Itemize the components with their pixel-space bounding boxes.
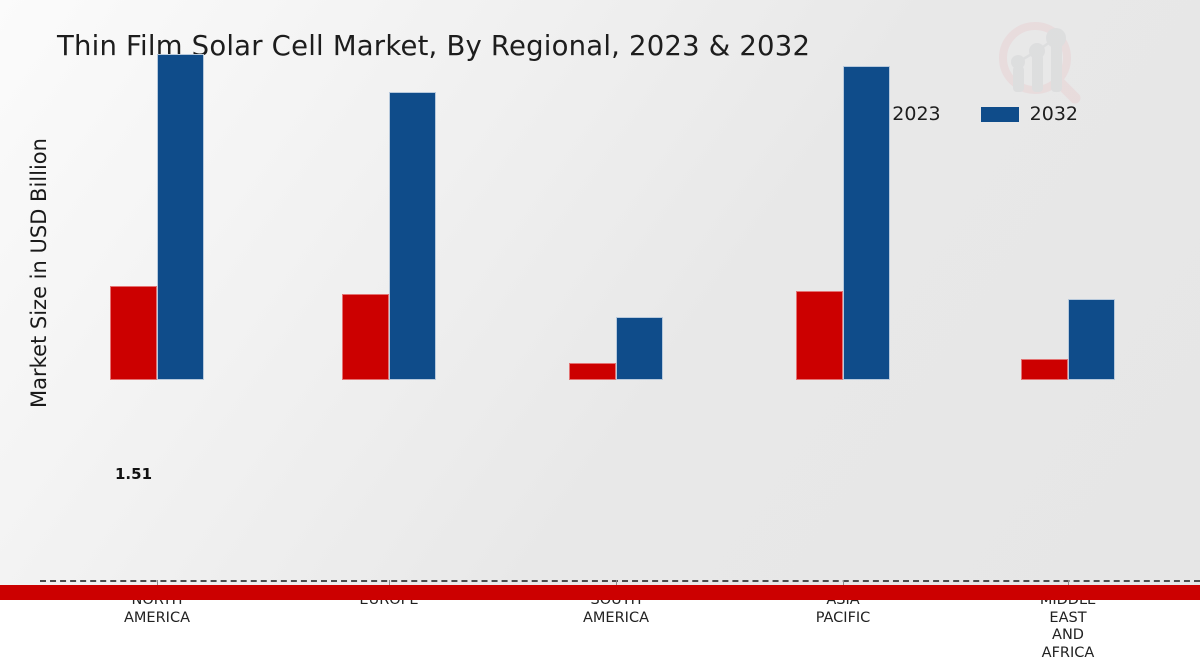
legend-label-2023: 2023: [892, 103, 941, 125]
x-axis-tick: [616, 580, 617, 589]
legend-swatch-2032: [980, 106, 1019, 122]
bar-2023-europe[interactable]: [342, 294, 389, 380]
legend-item-2032[interactable]: 2032: [980, 103, 1078, 125]
x-axis-tick: [389, 580, 390, 589]
bar-2023-middle-east-and-africa[interactable]: [1021, 359, 1068, 380]
footer-band: [0, 585, 1200, 600]
bar-2023-south-america[interactable]: [569, 363, 616, 380]
plot-area: 1.51 NORTH AMERICA EUROPE SOUTH AMERICA ASI…: [40, 54, 1200, 661]
bar-2023-north-america[interactable]: [110, 286, 157, 380]
bar-2032-middle-east-and-africa[interactable]: [1068, 299, 1115, 380]
x-axis-tick: [843, 580, 844, 589]
legend-label-2032: 2032: [1029, 103, 1078, 125]
watermark-logo-icon: [985, 14, 1091, 104]
x-axis-tick: [157, 580, 158, 589]
bar-2023-asia-pacific[interactable]: [796, 291, 843, 380]
x-axis-baseline: [40, 580, 1200, 582]
bar-2032-europe[interactable]: [389, 92, 436, 380]
bar-value-label: 1.51: [114, 465, 153, 483]
bar-2032-asia-pacific[interactable]: [843, 66, 890, 380]
x-axis-tick: [1068, 580, 1069, 589]
bar-2032-north-america[interactable]: [157, 54, 204, 380]
category-label: MIDDLE EAST AND AFRICA: [1039, 592, 1097, 661]
bar-2032-south-america[interactable]: [616, 317, 663, 380]
